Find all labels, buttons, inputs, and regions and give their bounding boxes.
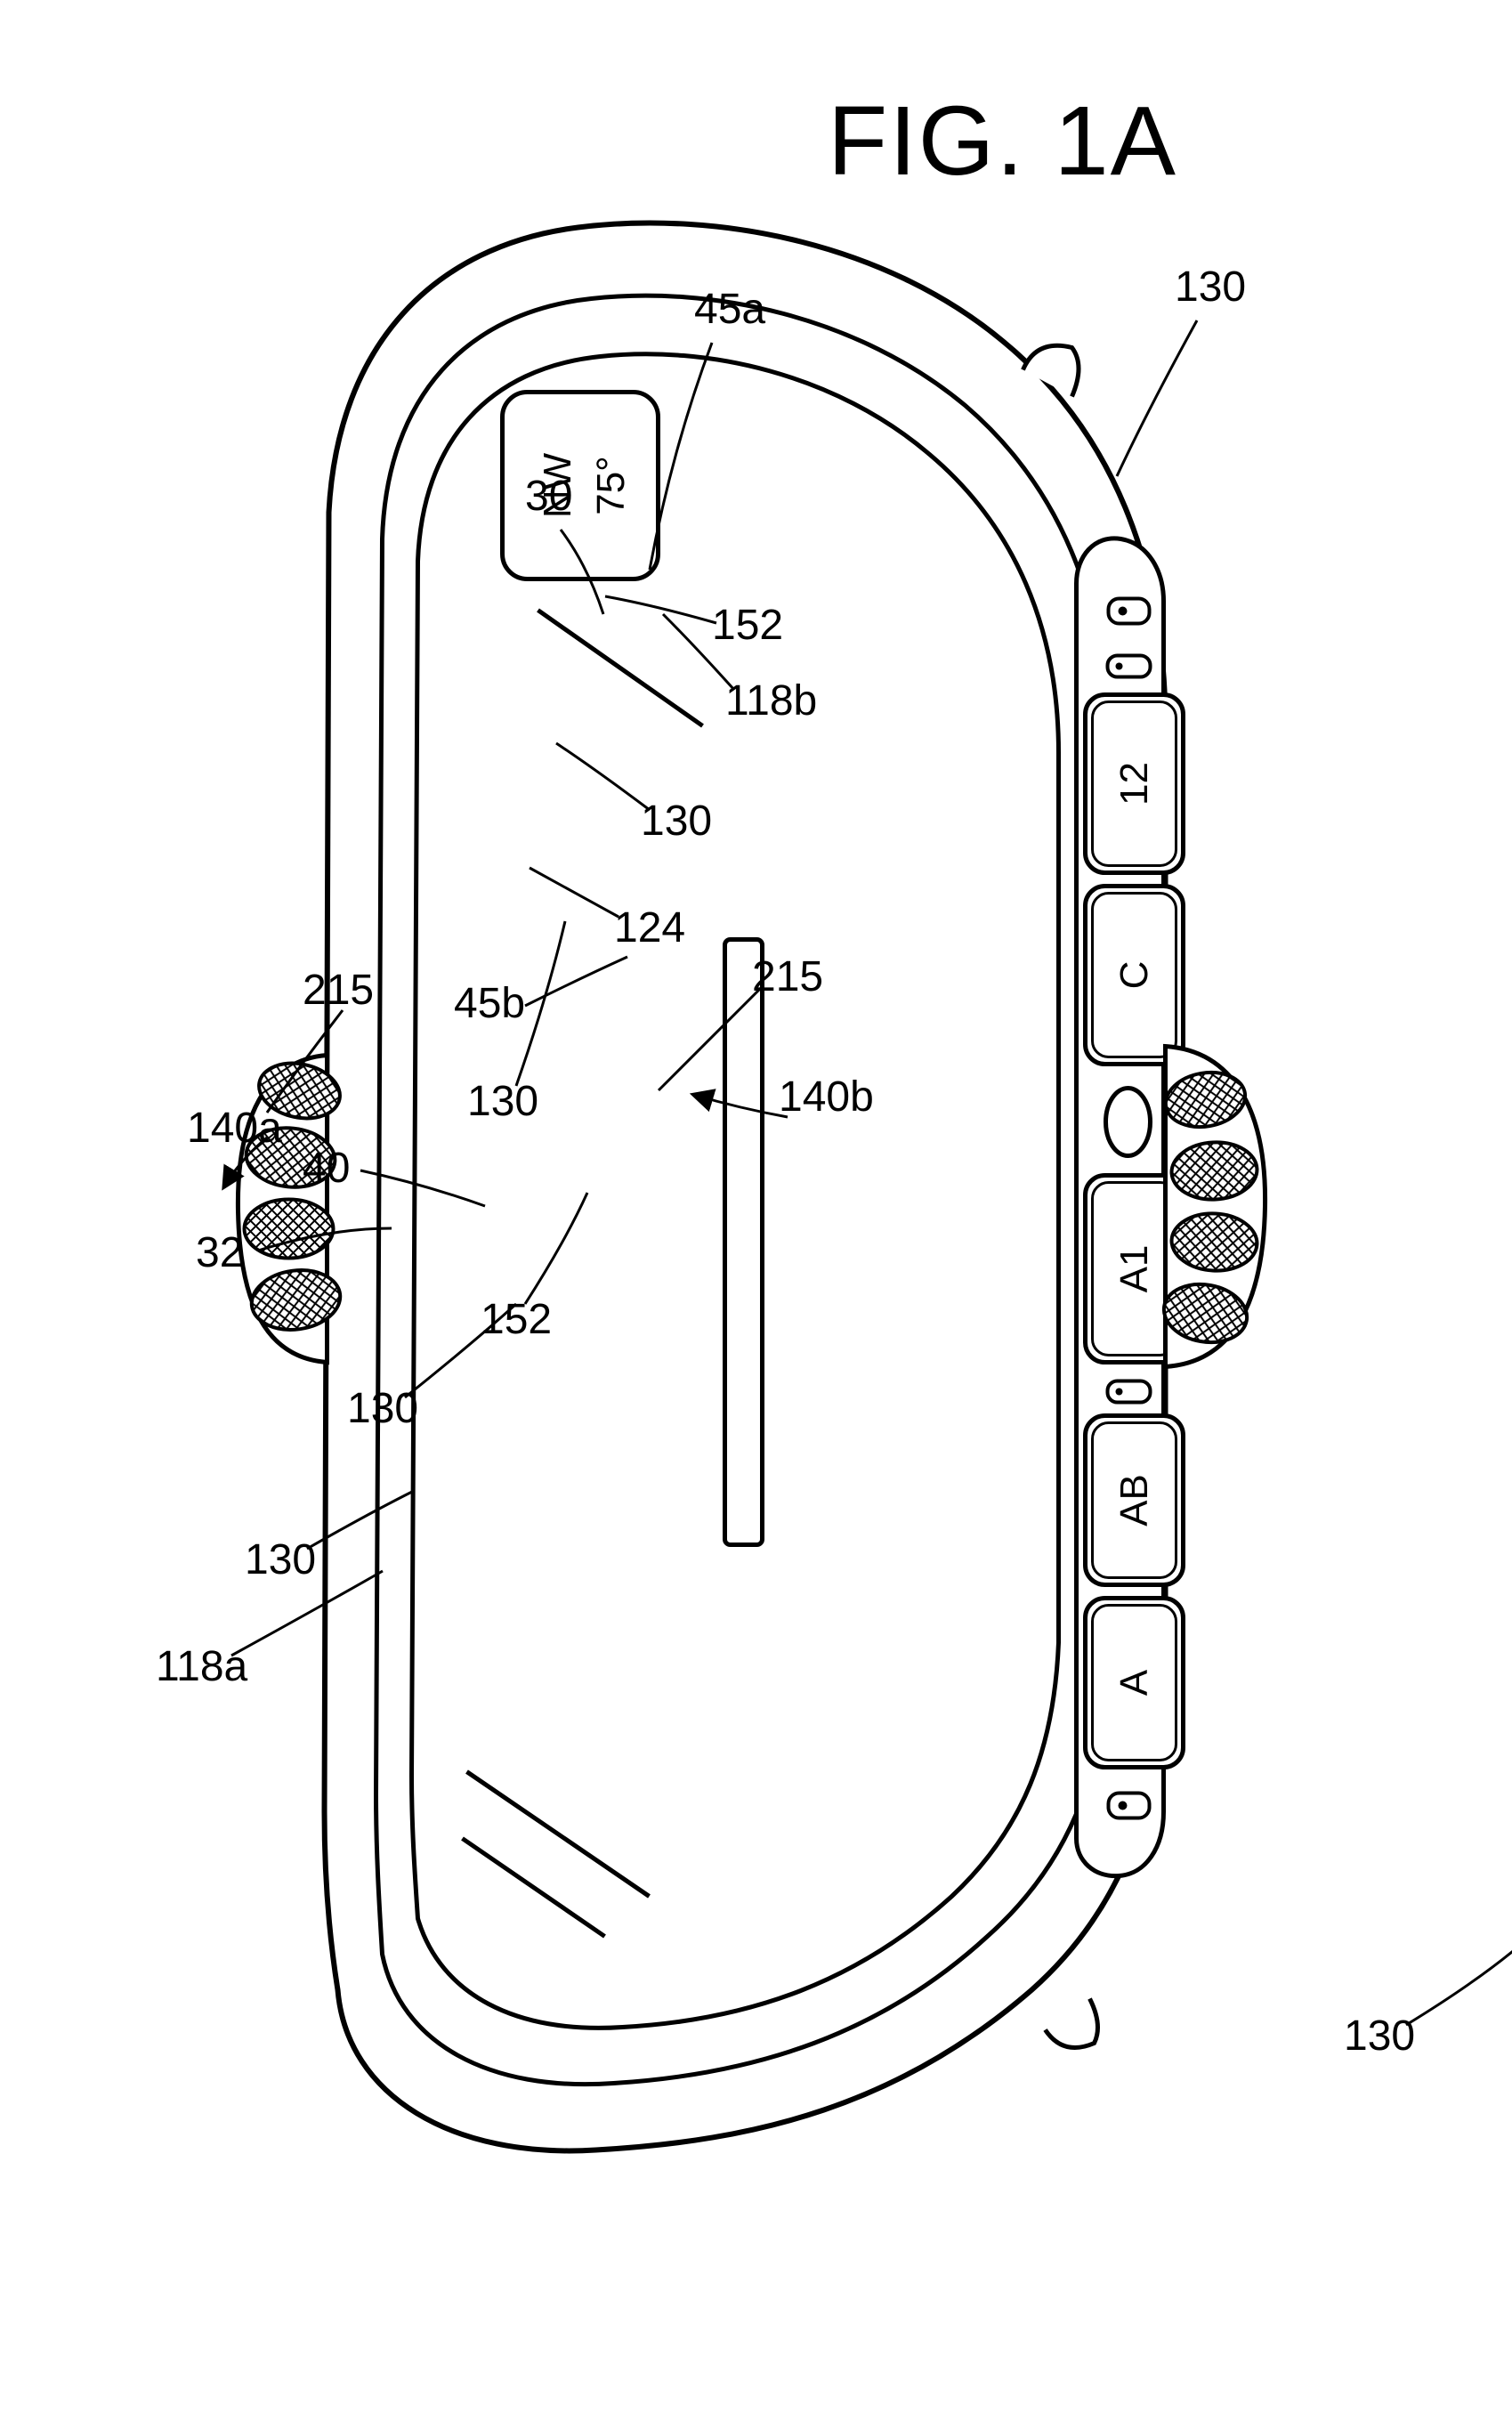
svg-text:A1: A1 [1112,1245,1156,1293]
led-left [1109,1794,1150,1818]
mirror-drawing: NW 75° [0,0,1512,2413]
svg-text:AB: AB [1112,1474,1156,1526]
ref-140a: 140a [187,1104,282,1153]
ref-118a: 118a [156,1642,247,1691]
ref-45b: 45b [454,979,525,1028]
ref-215b: 215 [752,952,823,1001]
svg-text:C: C [1112,961,1156,990]
ref-130a: 130 [1344,2012,1415,2061]
compass-temp: 75° [589,456,633,515]
ref-140b: 140b [779,1073,874,1121]
svg-text:A: A [1112,1669,1156,1696]
ref-124: 124 [614,903,685,952]
button-c[interactable]: C [1086,887,1184,1065]
sensor-dot [1116,1389,1123,1396]
ref-130b: 130 [1175,263,1246,312]
ref-30: 30 [525,472,572,521]
figure-1a: FIG. 1A 10 [0,0,1512,2413]
mic-grille [245,1200,334,1259]
ref-130c: 130 [245,1535,316,1584]
sensor-oval [1106,1089,1151,1156]
ref-45a: 45a [694,285,765,334]
ref-152b: 152 [712,601,783,650]
svg-text:12: 12 [1112,762,1156,806]
display-bar [725,940,763,1545]
led-dot [1119,1802,1128,1810]
sensor-dot [1116,663,1123,670]
ref-118b: 118b [725,676,817,725]
ref-32: 32 [196,1228,243,1277]
mount-tab [1046,1999,1098,2048]
ref-152a: 152 [481,1295,552,1344]
sensor-left [1108,1381,1151,1403]
ref-215a: 215 [303,966,374,1015]
ref-130e: 130 [467,1077,538,1126]
led-right [1109,599,1150,624]
sensor-right [1108,656,1151,677]
button-12[interactable]: 12 [1086,695,1184,873]
ref-130d: 130 [347,1384,418,1433]
button-a[interactable]: A [1086,1599,1184,1768]
ref-130f: 130 [641,797,712,846]
led-dot [1119,607,1128,616]
ref-40: 40 [303,1144,350,1193]
button-ab[interactable]: AB [1086,1416,1184,1585]
